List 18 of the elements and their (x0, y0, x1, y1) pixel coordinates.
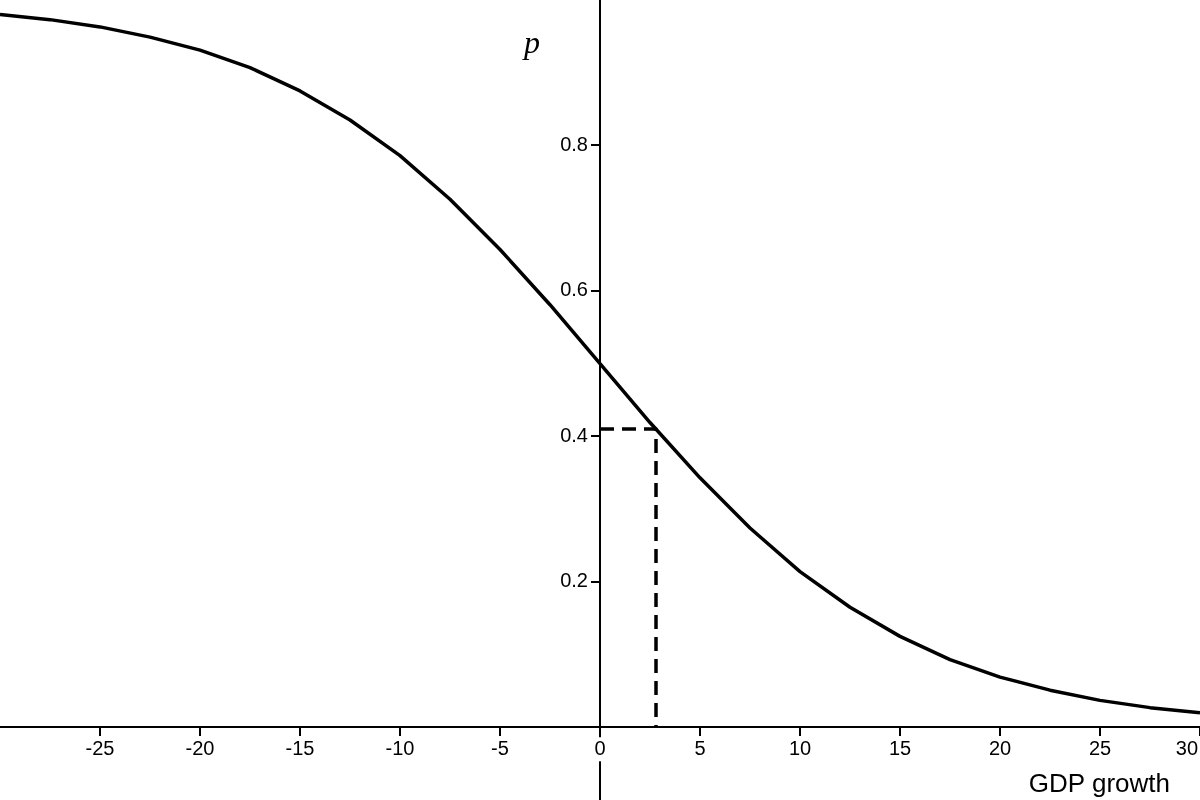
x-tick-label: -25 (85, 736, 115, 759)
y-tick-label: 0.4 (560, 423, 588, 446)
x-tick-label: -10 (385, 736, 415, 759)
x-tick-label: 15 (888, 736, 912, 759)
y-tick-label: 0.6 (560, 278, 588, 301)
x-tick-label: 5 (694, 736, 706, 759)
y-tick-label: 0.2 (560, 569, 588, 592)
x-tick-label: 30 (1175, 736, 1198, 759)
y-tick-label: 0.8 (560, 132, 588, 155)
x-tick-label: -15 (285, 736, 315, 759)
x-tick-label: -5 (491, 736, 509, 759)
y-axis-title: p (522, 24, 540, 61)
x-tick-label: 25 (1088, 736, 1112, 759)
x-tick-label: 20 (988, 736, 1012, 759)
x-tick-label: 0 (594, 736, 606, 759)
x-axis-title: GDP growth (1028, 768, 1170, 799)
x-tick-label: -20 (185, 736, 215, 759)
x-tick-label: 10 (788, 736, 812, 759)
